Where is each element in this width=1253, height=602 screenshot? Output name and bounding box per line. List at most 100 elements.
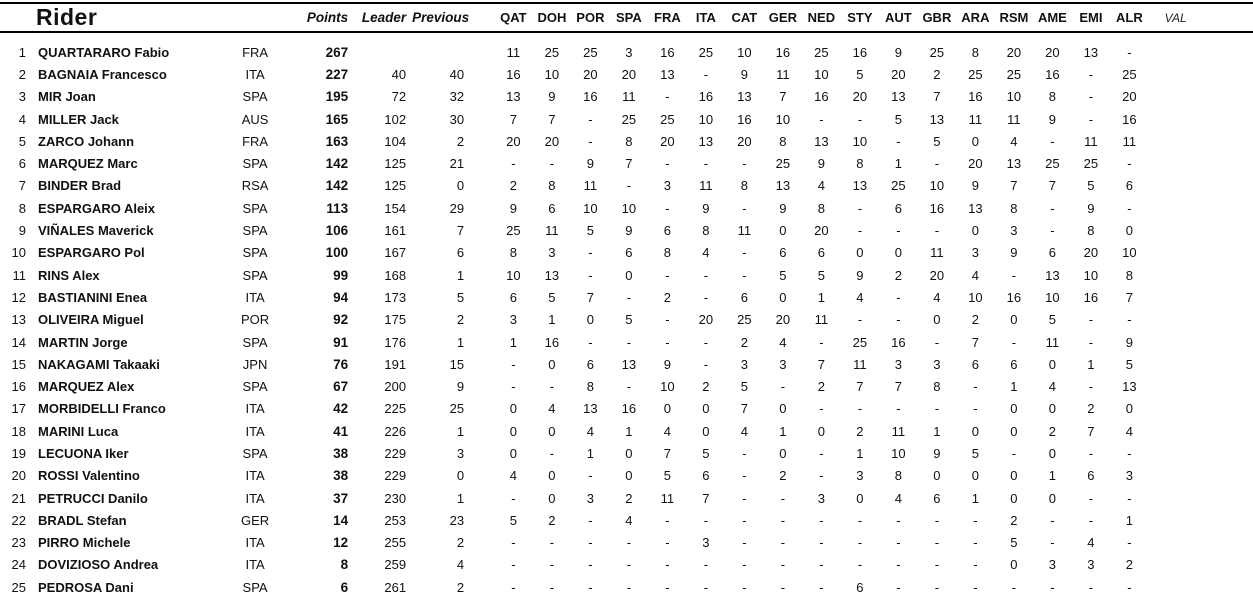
rider-name-cell: RINS Alex	[38, 267, 100, 283]
race-result-cell-gbr: 0	[933, 312, 941, 328]
race-result-cell-aut: 8	[894, 468, 902, 484]
gap-to-leader-cell	[354, 32, 412, 63]
race-result-cell-emi: 16	[1083, 289, 1099, 305]
race-result-cell-gbr: 2	[933, 66, 941, 82]
race-result-cell-alr: -	[1127, 579, 1132, 595]
rider-name-cell: DOVIZIOSO Andrea	[38, 557, 159, 573]
race-result-cell-cat: -	[742, 557, 747, 573]
race-result-cell-por: 6	[586, 356, 594, 372]
filler-cell	[1203, 442, 1253, 464]
race-result-cell-spa: 25	[621, 111, 637, 127]
race-result-cell-qat: -	[511, 490, 516, 506]
race-result-cell-qat: 11	[506, 44, 521, 60]
race-result-cell-cat: -	[742, 445, 747, 461]
race-result-cell-ned: 16	[814, 89, 829, 105]
race-result-cell-doh: 13	[544, 267, 560, 283]
rider-name-cell: MIR Joan	[38, 89, 96, 105]
race-result-cell-ita: 7	[702, 490, 710, 506]
race-result-cell-por: -	[588, 512, 593, 528]
race-result-cell-qat: -	[511, 379, 516, 395]
race-result-cell-cat: 11	[737, 223, 752, 239]
race-result-cell-aut: -	[896, 535, 901, 551]
race-result-cell-rsm: 1	[1010, 379, 1018, 395]
race-result-cell-aut: -	[896, 579, 901, 595]
race-result-cell-cat: 6	[740, 289, 748, 305]
gap-to-previous-cell: 2	[456, 133, 465, 149]
race-result-cell-emi: 10	[1083, 267, 1099, 283]
race-result-cell-spa: 8	[625, 133, 633, 149]
race-result-cell-gbr: 20	[929, 267, 945, 283]
race-result-cell-spa: -	[626, 535, 632, 551]
race-result-cell-sty: 25	[852, 334, 868, 350]
rider-name-cell: LECUONA Iker	[38, 445, 129, 461]
gap-to-leader-cell: 226	[384, 423, 407, 439]
race-result-cell-ned: 3	[817, 490, 825, 506]
race-result-cell-gbr: 4	[933, 289, 941, 305]
race-result-cell-aut: 16	[891, 334, 906, 350]
race-result-cell-por: 9	[586, 156, 594, 172]
race-result-cell-alr: 2	[1125, 557, 1133, 573]
race-result-cell-ara: -	[973, 579, 978, 595]
gap-to-previous-cell: 15	[449, 356, 465, 372]
gap-to-previous-cell: 3	[456, 445, 465, 461]
race-result-cell-ita: 2	[702, 379, 710, 395]
race-result-cell-ger: 0	[779, 289, 787, 305]
filler-cell	[1203, 375, 1253, 397]
race-result-cell-spa: 4	[625, 512, 633, 528]
filler-cell	[1203, 175, 1253, 197]
race-result-cell-cat: -	[742, 468, 747, 484]
race-result-cell-fra: -	[665, 312, 670, 328]
race-result-cell-rsm: 0	[1010, 312, 1018, 328]
race-result-cell-ned: -	[819, 468, 824, 484]
race-result-cell-cat: -	[742, 490, 747, 506]
gap-to-leader-cell: 125	[384, 178, 407, 194]
race-result-cell-doh: 10	[544, 66, 560, 82]
race-result-cell-ned: 13	[814, 133, 829, 149]
race-result-cell-doh: 7	[548, 111, 556, 127]
filler-cell	[1203, 63, 1253, 85]
race-result-cell-gbr: 25	[929, 44, 945, 60]
country-cell: SPA	[242, 156, 268, 172]
race-column-header-qat: QAT	[500, 10, 527, 25]
spacer-cell	[470, 442, 494, 464]
race-result-cell-ame: 10	[1045, 289, 1060, 305]
race-result-cell-spa: 1	[625, 423, 633, 439]
race-result-cell-alr: -	[1127, 156, 1132, 172]
race-result-cell-qat: 16	[506, 66, 521, 82]
race-result-cell-emi: -	[1088, 312, 1094, 328]
race-result-cell-emi: -	[1088, 579, 1094, 595]
points-cell: 91	[333, 334, 349, 350]
race-result-cell-spa: 0	[625, 267, 633, 283]
race-result-cell-aut: 20	[891, 66, 906, 82]
table-row: 1 QUARTARARO Fabio FRA 267 11 25 25 3 16 25 10 16 25…	[0, 32, 1253, 63]
points-cell: 94	[333, 289, 349, 305]
position-cell: 18	[11, 423, 26, 439]
race-result-cell-ned: -	[819, 535, 824, 551]
rider-name-cell: ESPARGARO Aleix	[38, 200, 156, 216]
race-result-cell-por: -	[588, 133, 593, 149]
filler-cell	[1203, 554, 1253, 576]
race-result-cell-doh: -	[549, 379, 555, 395]
race-result-cell-ame: -	[1050, 512, 1055, 528]
race-result-cell-gbr: 0	[933, 468, 941, 484]
race-result-cell-gbr: 9	[933, 445, 941, 461]
race-result-cell-sty: -	[857, 512, 863, 528]
gap-to-leader-cell: 229	[384, 468, 407, 484]
race-result-cell-ned: -	[819, 111, 824, 127]
race-result-cell-ame: -	[1050, 535, 1055, 551]
country-cell: ITA	[245, 401, 265, 417]
race-result-cell-spa: -	[626, 557, 632, 573]
race-result-cell-ara: 0	[971, 133, 979, 149]
race-result-cell-fra: 7	[663, 445, 671, 461]
gap-to-leader-cell: 154	[384, 200, 407, 216]
country-cell: JPN	[242, 356, 268, 372]
race-result-cell-spa: -	[626, 334, 632, 350]
race-result-cell-ame: 25	[1045, 156, 1060, 172]
race-result-cell-ned: -	[819, 401, 824, 417]
race-result-cell-rsm: 3	[1010, 223, 1018, 239]
race-column-header-sty: STY	[847, 10, 873, 25]
race-result-cell-ger: 5	[779, 267, 787, 283]
race-result-cell-cat: 8	[740, 178, 748, 194]
